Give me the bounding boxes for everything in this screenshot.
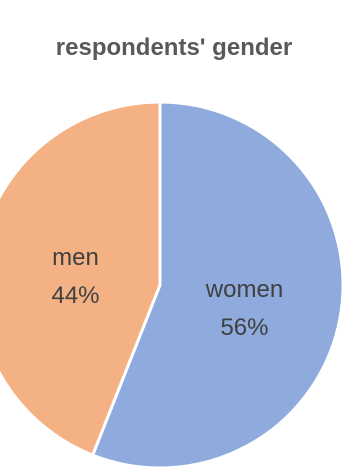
slice-label-men: men 44% bbox=[51, 244, 99, 309]
chart-title: respondents' gender bbox=[55, 34, 293, 61]
pie-slice-men bbox=[0, 100, 162, 457]
slice-label-women: women 56% bbox=[205, 276, 283, 341]
pie-slice-women bbox=[91, 100, 345, 467]
